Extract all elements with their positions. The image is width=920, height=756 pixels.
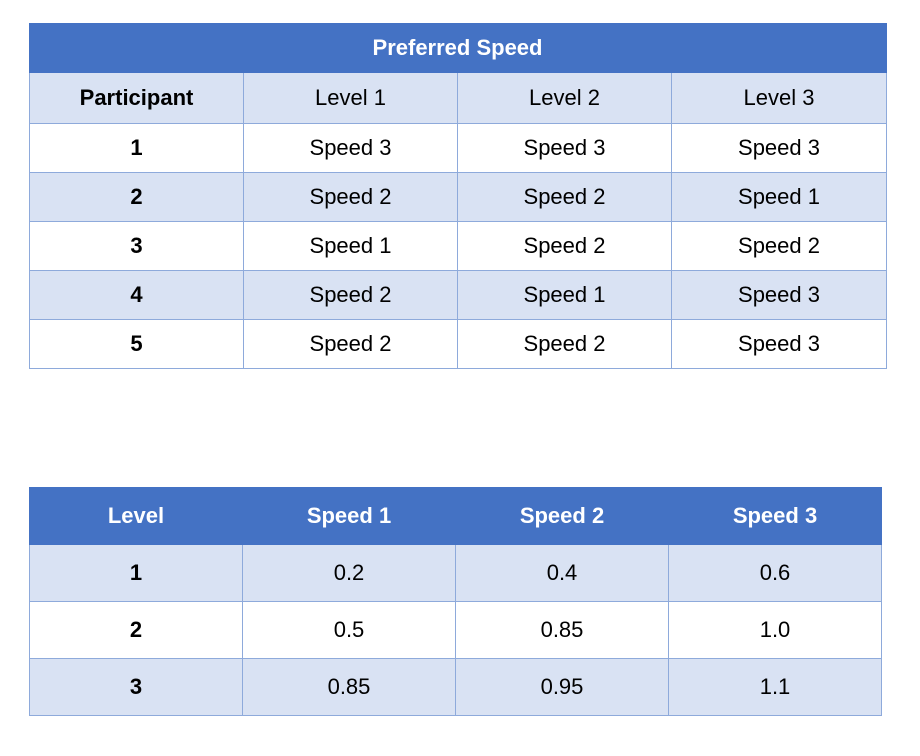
speed-3-header: Speed 3 (668, 487, 882, 545)
sub-header-row: Participant Level 1 Level 2 Level 3 (29, 72, 887, 124)
value-cell: 0.85 (455, 601, 669, 659)
value-cell: 0.6 (668, 544, 882, 602)
table-row: 4 Speed 2 Speed 1 Speed 3 (29, 270, 887, 320)
speed-cell: Speed 1 (457, 270, 672, 320)
level-speed-table: Level Speed 1 Speed 2 Speed 3 1 0.2 0.4 … (29, 487, 882, 716)
speed-cell: Speed 3 (243, 123, 458, 173)
speed-cell: Speed 1 (671, 172, 887, 222)
speed-1-header: Speed 1 (242, 487, 456, 545)
value-cell: 0.2 (242, 544, 456, 602)
speed-cell: Speed 2 (243, 270, 458, 320)
value-cell: 0.5 (242, 601, 456, 659)
level-cell: 1 (29, 544, 243, 602)
value-cell: 1.1 (668, 658, 882, 716)
speed-cell: Speed 3 (671, 123, 887, 173)
level-cell: 3 (29, 658, 243, 716)
table-row: 3 0.85 0.95 1.1 (29, 658, 882, 716)
value-cell: 0.95 (455, 658, 669, 716)
speed-2-header: Speed 2 (455, 487, 669, 545)
header-row: Level Speed 1 Speed 2 Speed 3 (29, 487, 882, 545)
speed-cell: Speed 1 (243, 221, 458, 271)
participant-header: Participant (29, 72, 244, 124)
speed-cell: Speed 2 (457, 172, 672, 222)
table-row: 5 Speed 2 Speed 2 Speed 3 (29, 319, 887, 369)
banner-spacer (671, 23, 887, 73)
participant-cell: 2 (29, 172, 244, 222)
speed-cell: Speed 2 (671, 221, 887, 271)
table-row: 2 0.5 0.85 1.0 (29, 601, 882, 659)
speed-cell: Speed 3 (671, 319, 887, 369)
table-row: 2 Speed 2 Speed 2 Speed 1 (29, 172, 887, 222)
speed-cell: Speed 2 (457, 221, 672, 271)
participant-cell: 3 (29, 221, 244, 271)
value-cell: 0.85 (242, 658, 456, 716)
speed-cell: Speed 3 (671, 270, 887, 320)
table-row: 3 Speed 1 Speed 2 Speed 2 (29, 221, 887, 271)
table-row: 1 Speed 3 Speed 3 Speed 3 (29, 123, 887, 173)
level-3-header: Level 3 (671, 72, 887, 124)
level-header: Level (29, 487, 243, 545)
speed-cell: Speed 3 (457, 123, 672, 173)
speed-cell: Speed 2 (457, 319, 672, 369)
table-row: 1 0.2 0.4 0.6 (29, 544, 882, 602)
participant-cell: 5 (29, 319, 244, 369)
speed-cell: Speed 2 (243, 172, 458, 222)
value-cell: 0.4 (455, 544, 669, 602)
banner-row: Preferred Speed (29, 23, 887, 73)
preferred-speed-banner: Preferred Speed (243, 23, 672, 73)
level-2-header: Level 2 (457, 72, 672, 124)
speed-cell: Speed 2 (243, 319, 458, 369)
banner-spacer (29, 23, 244, 73)
preferred-speed-table: Preferred Speed Participant Level 1 Leve… (29, 23, 887, 369)
level-1-header: Level 1 (243, 72, 458, 124)
participant-cell: 4 (29, 270, 244, 320)
value-cell: 1.0 (668, 601, 882, 659)
level-cell: 2 (29, 601, 243, 659)
participant-cell: 1 (29, 123, 244, 173)
